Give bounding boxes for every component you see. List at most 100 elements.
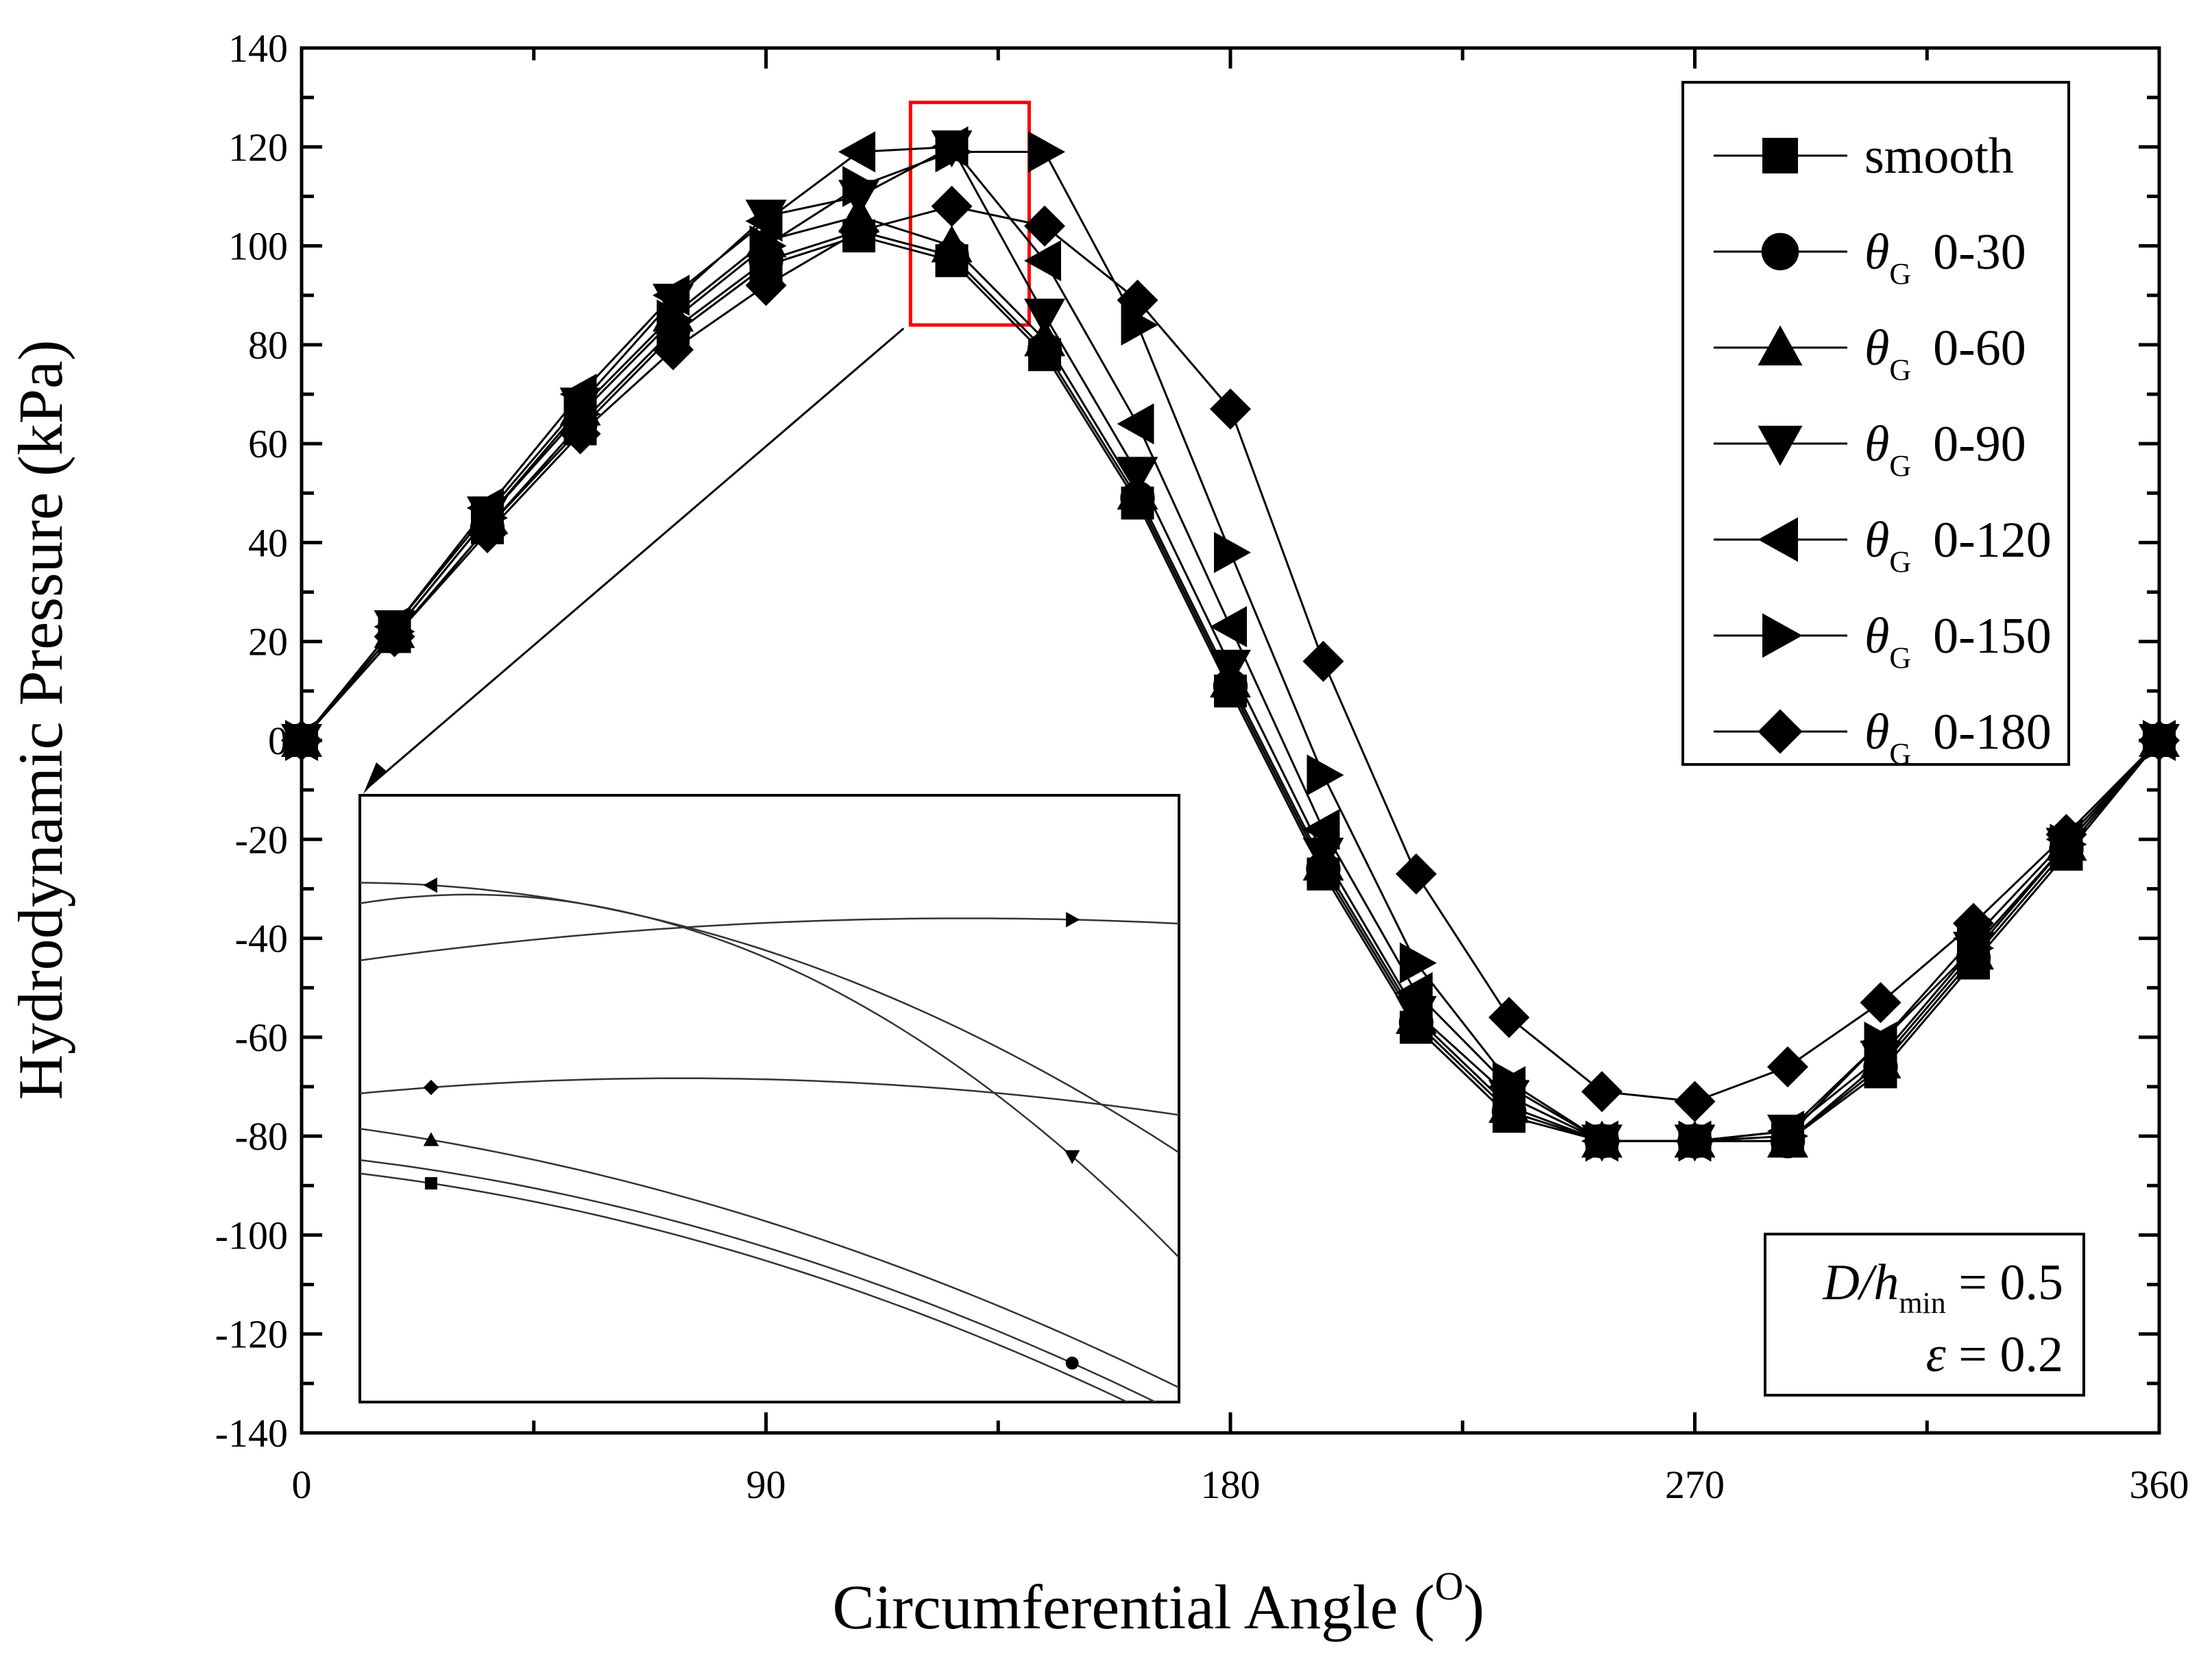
triangle-right-marker	[1585, 1120, 1622, 1162]
annotation-frame	[1764, 1233, 2085, 1397]
x-axis-title: Circumferential Angle (O)	[832, 1564, 1484, 1642]
legend-range: 0-150	[1933, 608, 2052, 664]
diamond-marker	[2045, 814, 2087, 856]
circle-marker	[1065, 1356, 1079, 1370]
legend-label: θG 0-60	[1864, 320, 2026, 387]
diamond-marker	[653, 329, 694, 371]
square-marker	[424, 1176, 437, 1190]
triangle-up-marker	[1758, 325, 1803, 365]
triangle-left-marker	[1024, 240, 1061, 282]
x-tick-label: 0	[292, 1462, 312, 1507]
y-tick-label: 60	[248, 422, 288, 466]
diamond-marker	[1581, 1071, 1622, 1113]
tick-labels: 140 120 100 80 60 40 20 0 -20 -40 -60 -80 -100 -120 -1…	[215, 26, 2189, 1507]
triangle-left-marker	[1758, 517, 1798, 562]
square-marker	[1762, 138, 1798, 173]
triangle-right-marker	[1957, 928, 1994, 969]
triangle-right-marker	[1492, 1061, 1530, 1102]
y-tick-label: -80	[235, 1114, 288, 1159]
inset-series-4	[360, 893, 1179, 1258]
triangle-left-marker	[559, 374, 597, 415]
triangle-right-marker	[1864, 1022, 1901, 1063]
ecc-label: ε	[1926, 1327, 1947, 1383]
triangle-right-marker	[1028, 131, 1065, 173]
diamond-marker	[1302, 640, 1344, 682]
legend-entry-7: θG 0-180	[1714, 704, 2052, 771]
diamond-marker	[1674, 1081, 1716, 1122]
inset-series-1	[360, 1172, 1130, 1402]
ratio-value: = 0.5	[1946, 1255, 2063, 1311]
legend-entry-4: θG 0-90	[1714, 416, 2026, 483]
triangle-left-marker	[423, 877, 437, 893]
zoom-connector-line	[366, 327, 905, 790]
circle-marker	[1761, 232, 1799, 271]
inset-line	[360, 1159, 1158, 1402]
triangle-right-marker	[935, 131, 973, 173]
diamond-marker	[1396, 853, 1437, 895]
legend-entry-5: θG 0-120	[1714, 512, 2052, 579]
legend-entry-6: θG 0-150	[1714, 608, 2052, 675]
y-tick-label: -140	[215, 1411, 288, 1456]
diamond-marker	[1488, 997, 1530, 1038]
diamond-marker	[467, 512, 508, 553]
inset-line	[360, 1128, 1179, 1389]
diamond-marker	[838, 210, 879, 252]
inset-series-6	[360, 912, 1179, 962]
annotation-ratio: D/hmin = 0.5	[1822, 1255, 2063, 1320]
x-axis-title-sup: O	[1435, 1564, 1463, 1608]
legend-range: 0-120	[1933, 512, 2052, 568]
triangle-up-marker	[423, 1132, 439, 1146]
triangle-up-marker	[931, 225, 973, 263]
triangle-down-marker	[1210, 649, 1251, 687]
annotation-eccentricity: ε = 0.2	[1926, 1327, 2063, 1383]
y-tick-label: -100	[215, 1213, 288, 1257]
inset-series-3	[360, 1128, 1179, 1389]
legend-range: 0-180	[1933, 704, 2052, 760]
legend-label: smooth	[1864, 128, 2014, 184]
inset-curves	[360, 877, 1179, 1402]
x-axis-title-close: )	[1463, 1572, 1485, 1642]
triangle-right-marker	[1400, 942, 1437, 984]
zoom-highlight-box	[908, 100, 1031, 327]
legend-subscript: G	[1889, 257, 1911, 291]
y-tick-label: 40	[248, 520, 288, 565]
y-tick-label: 80	[248, 323, 288, 367]
y-axis-title: Hydrodynamic Pressure (kPa)	[5, 340, 75, 1100]
triangle-down-marker	[1064, 1150, 1080, 1164]
triangle-right-marker	[1771, 1115, 1808, 1157]
legend-label: θG 0-120	[1864, 512, 2052, 579]
x-tick-label: 270	[1665, 1462, 1725, 1507]
legend-entry-2: θG 0-30	[1714, 224, 2026, 291]
x-tick-label: 90	[746, 1462, 786, 1507]
legend-symbol: θ	[1864, 224, 1889, 280]
legend-label: θG 0-90	[1864, 416, 2026, 483]
diamond-marker	[1767, 1046, 1808, 1088]
triangle-right-marker	[1066, 912, 1080, 928]
y-tick-label: -120	[215, 1312, 288, 1357]
ecc-value: = 0.2	[1946, 1327, 2063, 1383]
legend-label: θG 0-150	[1864, 608, 2052, 675]
y-tick-label: -40	[235, 917, 288, 961]
x-tick-label: 180	[1201, 1462, 1261, 1507]
legend-label: θG 0-30	[1864, 224, 2026, 291]
legend-symbol: θ	[1864, 512, 1889, 568]
inset-line	[360, 917, 1179, 962]
inset-series-5	[360, 877, 1179, 1154]
triangle-right-marker	[1214, 531, 1251, 573]
series-7	[281, 185, 2180, 1122]
inset-line	[360, 1172, 1130, 1402]
inset-line	[360, 893, 1179, 1258]
inset-zoom	[358, 100, 1180, 1403]
legend-range: 0-60	[1933, 320, 2026, 376]
y-tick-label: 20	[248, 620, 288, 664]
triangle-right-marker	[1762, 613, 1803, 658]
legend-subscript: G	[1889, 641, 1911, 675]
diamond-marker	[423, 1079, 439, 1096]
diamond-marker	[559, 413, 601, 455]
y-tick-label: 120	[228, 125, 288, 169]
legend-symbol: θ	[1864, 416, 1889, 472]
inset-line	[360, 1077, 1179, 1116]
series-group	[281, 126, 2180, 1162]
diamond-marker	[374, 616, 415, 657]
